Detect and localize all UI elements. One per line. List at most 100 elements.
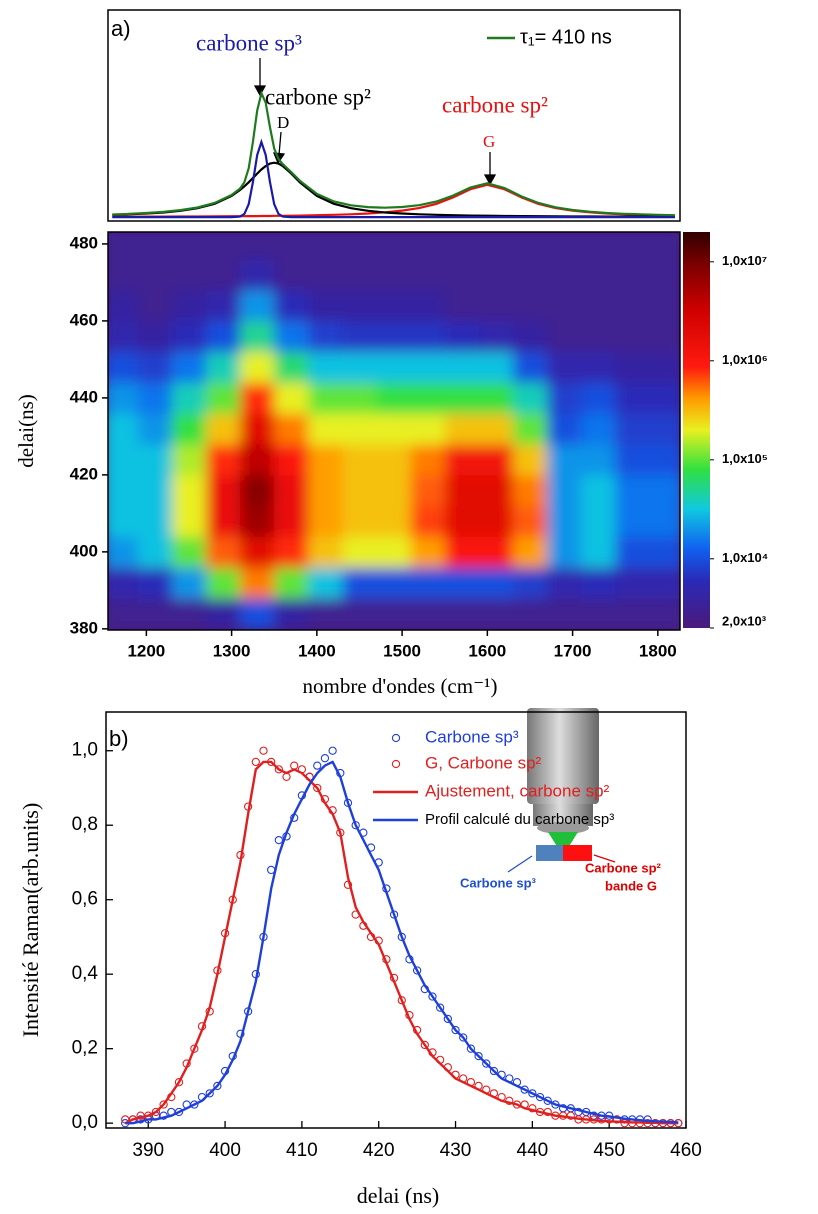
- heatmap-cell: [137, 536, 173, 568]
- data-point: [428, 992, 437, 1001]
- heatmap-cell: [137, 351, 173, 384]
- heatmap-cell: [649, 474, 680, 507]
- heatmap-cell: [206, 259, 241, 291]
- heatmap-cell: [478, 232, 514, 260]
- heatmap-cell: [274, 320, 309, 353]
- heatmap-cell: [376, 444, 412, 476]
- heatmap-cell: [171, 413, 207, 445]
- heatmap-cell: [615, 505, 650, 537]
- heatmap-cells: [108, 232, 680, 630]
- heatmap-cell: [547, 567, 582, 599]
- heatmap-cell: [308, 413, 343, 445]
- data-point: [489, 1066, 499, 1076]
- heatmap-cell: [478, 351, 514, 384]
- heatmap-cell: [376, 413, 412, 445]
- heatmap-cell: [649, 351, 680, 384]
- heatmap-cell: [444, 232, 480, 260]
- data-point: [420, 1040, 429, 1050]
- heatmap-cell: [240, 536, 275, 568]
- heatmap-cell: [512, 320, 548, 353]
- heatmap-cell: [581, 536, 616, 568]
- heatmap-cell: [274, 232, 309, 260]
- heatmap-cell: [649, 536, 680, 568]
- heatmap-cell: [274, 351, 309, 384]
- heatmap-cell: [342, 536, 378, 568]
- x-tick-label: 1200: [127, 641, 165, 660]
- heatmap-cell: [649, 567, 680, 599]
- heatmap-cell: [649, 320, 680, 353]
- heatmap-cell: [240, 259, 275, 291]
- colorbar-tick-label: 2,0x10³: [722, 613, 767, 628]
- heatmap-cell: [137, 232, 173, 260]
- heatmap-cell: [108, 351, 139, 384]
- annotation: carbone sp²: [442, 92, 548, 117]
- heatmap-cell: [137, 444, 173, 476]
- data-point: [520, 1085, 529, 1094]
- heatmap-cell: [308, 382, 343, 414]
- colorbar-tick-label: 1,0x10⁴: [722, 550, 768, 565]
- heatmap-cell: [547, 505, 582, 537]
- heatmap-cell: [478, 413, 514, 445]
- heatmap-cell: [137, 474, 173, 507]
- heatmap-cell: [512, 567, 548, 599]
- heatmap-cell: [444, 382, 480, 414]
- heatmap-cell: [512, 505, 548, 537]
- data-point: [543, 1096, 552, 1105]
- annotation: carbone sp²: [265, 84, 371, 109]
- data-point: [205, 1089, 214, 1098]
- legend-label: τ₁= 410 ns: [520, 26, 612, 48]
- heatmap-cell: [342, 259, 378, 291]
- heatmap-cell: [206, 444, 241, 476]
- data-point: [451, 1025, 460, 1035]
- heatmap-cell: [274, 536, 309, 568]
- heatmap-cell: [444, 598, 480, 630]
- heatmap-cell: [649, 413, 680, 445]
- heatmap-cell: [274, 382, 309, 414]
- heatmap-cell: [108, 232, 139, 260]
- heatmap-cell: [444, 567, 480, 599]
- heatmap-cell: [206, 232, 241, 260]
- y-tick-label: 0,0: [72, 1112, 98, 1133]
- heatmap-cell: [240, 598, 275, 630]
- heatmap-cell: [547, 351, 582, 384]
- heatmap-cell: [137, 290, 173, 322]
- heatmap-cell: [342, 232, 378, 260]
- y-tick-label: 400: [70, 541, 98, 560]
- colorbar: [683, 232, 710, 628]
- legend-swatch: [391, 733, 401, 743]
- x-tick-label: 420: [363, 1140, 395, 1161]
- heatmap-cell: [478, 259, 514, 291]
- heatmap-cell: [649, 505, 680, 537]
- heatmap-cell: [444, 505, 480, 537]
- heatmap-cell: [444, 413, 480, 445]
- heatmap-cell: [108, 290, 139, 322]
- heatmap-cell: [137, 598, 173, 630]
- heatmap-cell: [547, 598, 582, 630]
- data-point: [313, 783, 322, 793]
- heatmap-cell: [581, 320, 616, 353]
- heatmap-cell: [410, 536, 446, 568]
- heatmap-cell: [240, 413, 275, 445]
- heatmap-cell: [581, 444, 616, 476]
- heatmap-cell: [615, 598, 650, 630]
- x-axis-title: nombre d'ondes (cm⁻¹): [303, 674, 498, 698]
- heatmap-cell: [410, 598, 446, 630]
- heatmap-cell: [274, 413, 309, 445]
- heatmap-cell: [615, 382, 650, 414]
- heatmap-cell: [206, 382, 241, 414]
- colorbar-tick-label: 1,0x10⁶: [722, 352, 768, 367]
- heatmap-cell: [547, 290, 582, 322]
- heatmap-cell: [649, 444, 680, 476]
- heatmap-cell: [376, 474, 412, 507]
- heatmap-cell: [171, 232, 207, 260]
- inset-label: Carbone sp²: [585, 860, 662, 875]
- data-point: [482, 1059, 491, 1068]
- heatmap-cell: [206, 290, 241, 322]
- data-point: [320, 754, 330, 763]
- heatmap-cell: [137, 413, 173, 445]
- heatmap-cell: [615, 474, 650, 507]
- heatmap-cell: [108, 320, 139, 353]
- heatmap-cell: [240, 444, 275, 476]
- heatmap-cell: [410, 290, 446, 322]
- y-tick-label: 420: [70, 464, 98, 483]
